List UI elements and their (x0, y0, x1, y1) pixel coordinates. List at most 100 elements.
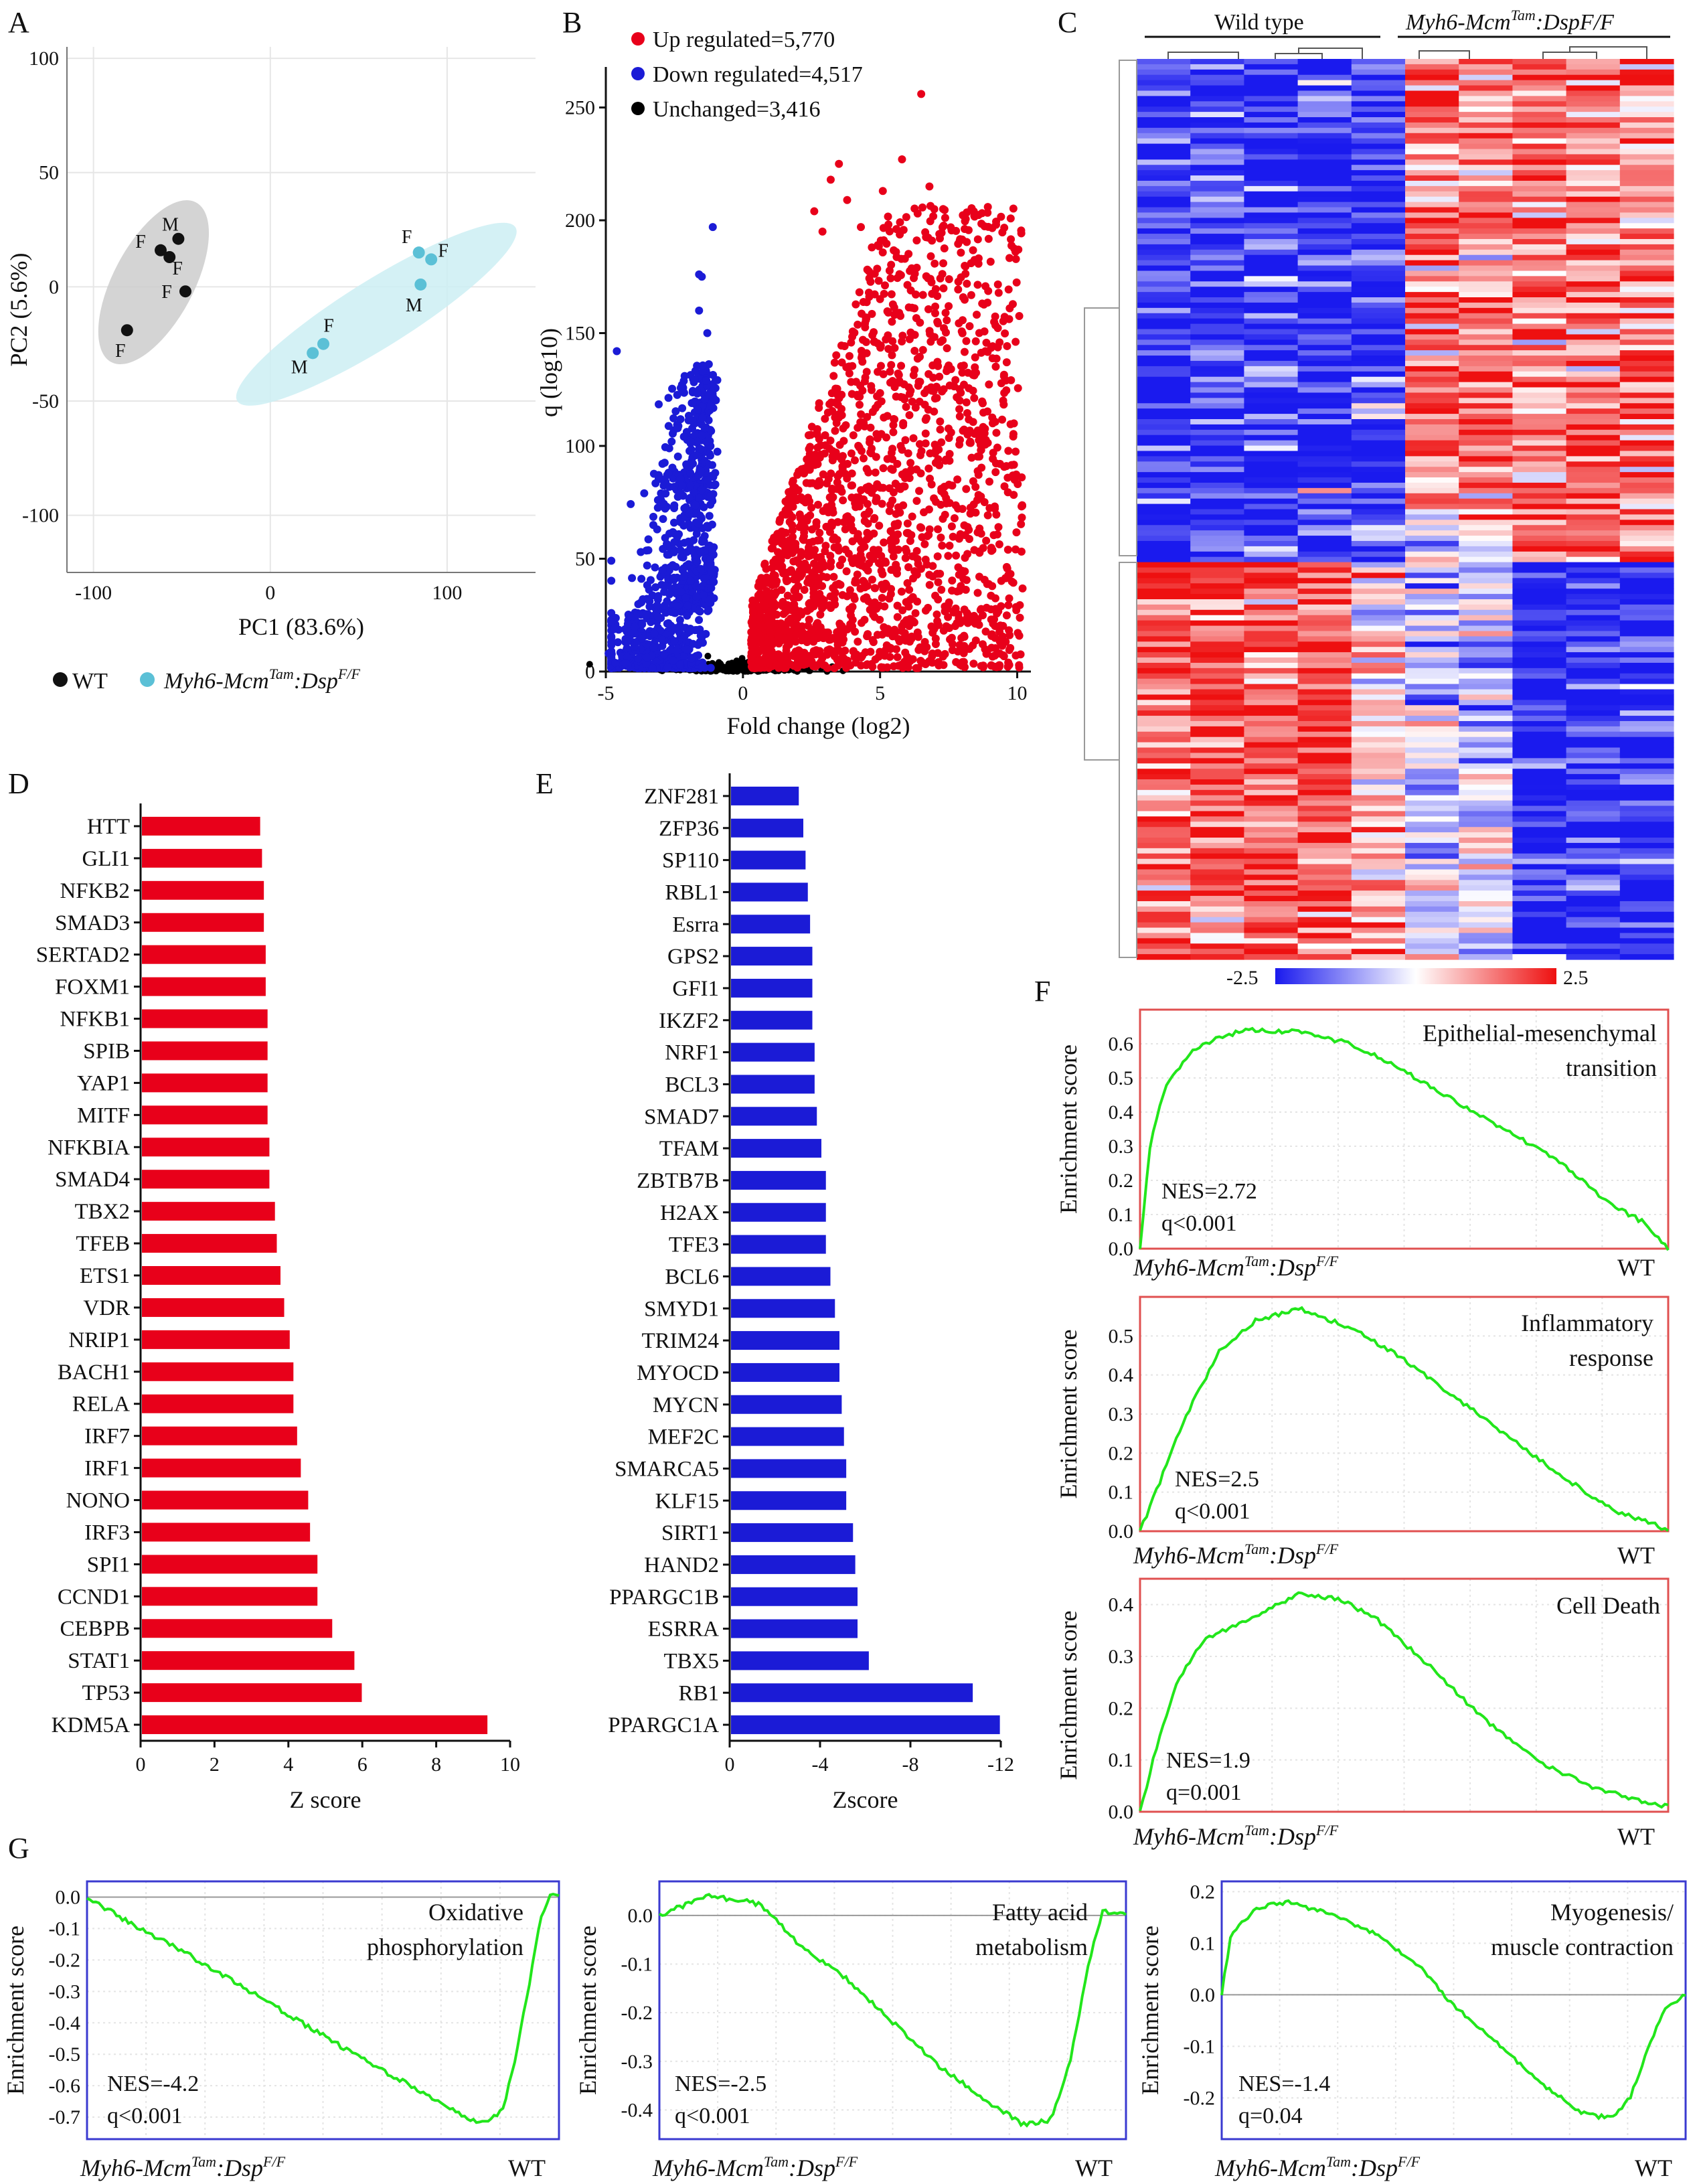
heatmap-cell (1351, 609, 1406, 616)
heatmap-cell (1619, 334, 1674, 340)
up-regulated-point (819, 596, 828, 605)
heatmap-cell (1351, 329, 1406, 335)
down-regulated-point (649, 512, 658, 521)
up-regulated-point (921, 606, 930, 615)
heatmap-cell (1405, 414, 1459, 420)
heatmap-cell (1297, 350, 1352, 356)
up-regulated-point (926, 252, 935, 260)
up-regulated-point (902, 468, 910, 477)
heatmap-cell (1351, 138, 1406, 145)
heatmap-cell (1190, 477, 1244, 483)
heatmap-cell (1137, 472, 1191, 478)
down-regulated-point (638, 620, 647, 629)
heatmap-cell (1619, 922, 1674, 929)
heatmap-cell (1351, 202, 1406, 208)
unchanged-point (704, 652, 712, 659)
heatmap-cell (1244, 297, 1299, 303)
up-regulated-point (760, 560, 769, 569)
heatmap-cell (1459, 731, 1513, 738)
up-regulated-point (927, 278, 936, 287)
heatmap-cell (1619, 848, 1674, 854)
heatmap-cell (1244, 122, 1299, 129)
heatmap-cell (1244, 307, 1299, 314)
heatmap-cell (1566, 525, 1621, 531)
up-regulated-point (957, 362, 965, 370)
heatmap-cell (1566, 323, 1621, 330)
heatmap-cell (1190, 896, 1244, 902)
up-regulated-point (852, 300, 860, 309)
up-regulated-point (917, 524, 926, 532)
heatmap-cell (1244, 180, 1299, 187)
down-regulated-point (709, 370, 718, 379)
heatmap-cell (1244, 281, 1299, 287)
heatmap-cell (1244, 700, 1299, 706)
heatmap-cell (1566, 720, 1621, 727)
heatmap-cell (1137, 520, 1191, 526)
heatmap-cell (1459, 906, 1513, 913)
up-regulated-point (979, 399, 987, 408)
heatmap-cell (1566, 122, 1621, 129)
heatmap-cell (1566, 249, 1621, 256)
heatmap-cell (1405, 641, 1459, 647)
heatmap-cell (1566, 276, 1621, 282)
heatmap-cell (1297, 196, 1352, 203)
heatmap-cell (1351, 933, 1406, 939)
heatmap-cell (1244, 774, 1299, 780)
up-regulated-point (854, 560, 863, 568)
up-regulated-point (854, 637, 862, 646)
heatmap-cell (1137, 933, 1191, 939)
heatmap-cell (1566, 356, 1621, 362)
up-regulated-point (813, 443, 822, 452)
heatmap-cell (1459, 604, 1513, 611)
up-regulated-point (939, 222, 948, 230)
heatmap-cell (1619, 101, 1674, 107)
heatmap-cell (1405, 805, 1459, 812)
up-regulated-point (918, 291, 927, 299)
up-regulated-point (1012, 447, 1020, 456)
heatmap-cell (1512, 133, 1567, 139)
heatmap-cell (1619, 805, 1674, 812)
heatmap-cell (1512, 185, 1567, 192)
down-regulated-point (673, 424, 682, 433)
heatmap-cell (1619, 816, 1674, 822)
heatmap-cell (1137, 371, 1191, 378)
heatmap-cell (1297, 514, 1352, 520)
heatmap-cell (1566, 85, 1621, 92)
up-regulated-point (997, 379, 1005, 388)
up-regulated-point (847, 378, 856, 386)
heatmap-cell (1244, 329, 1299, 335)
heatmap-cell (1244, 265, 1299, 272)
down-regulated-point (676, 475, 685, 483)
heatmap-cell (1566, 117, 1621, 123)
heatmap-cell (1459, 223, 1513, 229)
up-regulated-point (899, 421, 908, 430)
up-regulated-point (1003, 473, 1012, 482)
up-regulated-point (830, 664, 839, 672)
down-regulated-point (698, 361, 707, 370)
x-tick-label: 100 (432, 582, 462, 604)
heatmap-cell (1137, 774, 1191, 780)
heatmap-cell (1244, 864, 1299, 870)
up-regulated-point (888, 317, 896, 326)
heatmap-cell (1351, 239, 1406, 245)
heatmap-cell (1405, 429, 1459, 436)
heatmap-cell (1512, 620, 1567, 627)
heatmap-cell (1244, 451, 1299, 457)
heatmap-cell (1190, 307, 1244, 314)
up-regulated-point (847, 449, 856, 458)
heatmap-cell (1297, 520, 1352, 526)
down-regulated-point (713, 447, 722, 456)
heatmap-cell (1405, 345, 1459, 351)
heatmap-cell (1190, 551, 1244, 558)
heatmap-cell (1512, 917, 1567, 923)
heatmap-cell (1351, 822, 1406, 828)
heatmap-cell (1137, 302, 1191, 309)
heatmap-cell (1619, 80, 1674, 86)
heatmap-cell (1566, 69, 1621, 76)
heatmap-cell (1512, 138, 1567, 145)
heatmap-cell (1566, 594, 1621, 600)
bar-category-label: HTT (87, 815, 130, 839)
heatmap-cell (1137, 705, 1191, 711)
heatmap-cell (1137, 239, 1191, 245)
heatmap-cell (1459, 366, 1513, 372)
